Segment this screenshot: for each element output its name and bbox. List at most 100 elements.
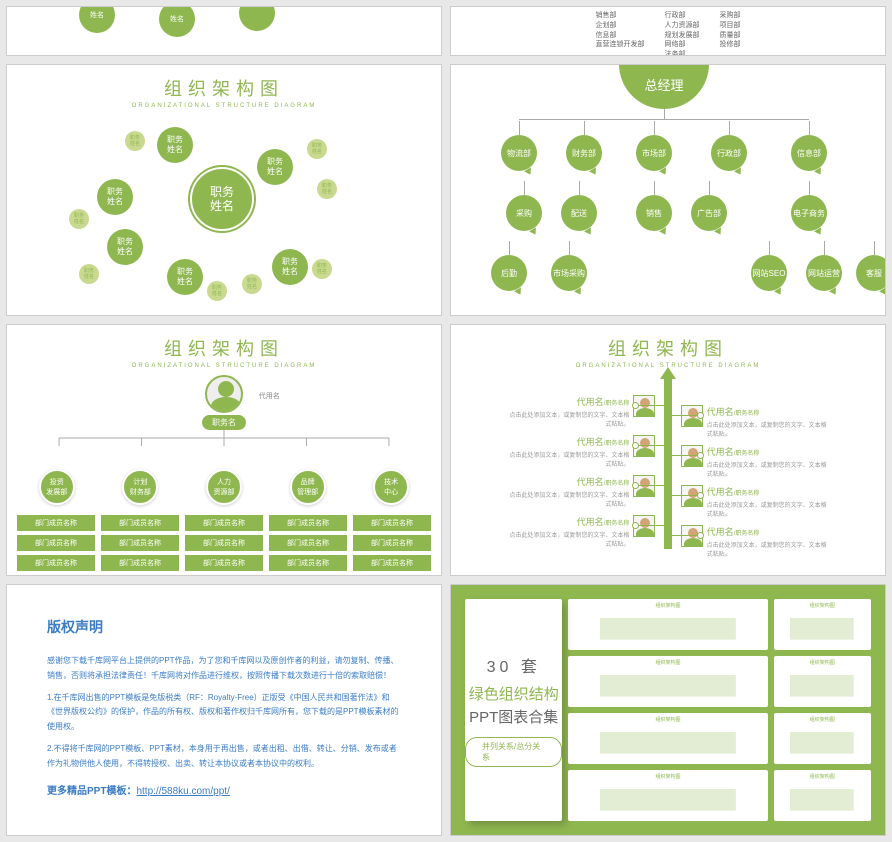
bubble-med: 职务姓名: [107, 229, 143, 265]
member-cell: 部门成员名称: [269, 515, 347, 531]
leaf-node: 客服: [856, 255, 886, 291]
cover-pill: 并列关系/总分关系: [465, 737, 562, 767]
dept-circle: 计划财务部: [122, 469, 158, 505]
thumb: 组织架构图: [774, 713, 871, 764]
leaf-node: 行政部: [711, 135, 747, 171]
timeline-entry: 代用名/职务名称点击此处添加文本，或复制您的文字、文本格式粘贴。: [499, 435, 659, 468]
bubble-sm: 职务姓名: [317, 179, 337, 199]
timeline-entry: 代用名/职务名称点击此处添加文本，或复制您的文字、文本格式粘贴。: [499, 475, 659, 508]
timeline-entry: 代用名/职务名称点击此处添加文本，或复制您的文字、文本格式粘贴。: [499, 515, 659, 548]
thumb: 组织架构图: [774, 599, 871, 650]
leaf-tree-canvas: 总经理 物流部财务部市场部行政部信息部采购配送销售广告部电子商务后勤市场采购网站…: [451, 65, 885, 315]
member-cell: 部门成员名称: [17, 535, 95, 551]
more-label: 更多精品PPT模板：: [47, 786, 136, 797]
bubble-med: 职务姓名: [97, 179, 133, 215]
leaf-node: 信息部: [791, 135, 827, 171]
dept-circle: 投资发展部: [39, 469, 75, 505]
bubble-sm: 职务姓名: [69, 209, 89, 229]
chart-title: 组织架构图: [7, 75, 441, 101]
member-cell: 部门成员名称: [101, 515, 179, 531]
leaf-node: 网站运营: [806, 255, 842, 291]
bubble-sm: 职务姓名: [79, 264, 99, 284]
leaf-node: 采购: [506, 195, 542, 231]
bubble-sm: 职务姓名: [242, 274, 262, 294]
micro-col-2: 行政部人力资源部规划发展部网络部法务部: [665, 11, 700, 56]
slide-pencil-timeline: 组织架构图 ORGANIZATIONAL STRUCTURE DIAGRAM 代…: [450, 324, 886, 576]
bubble-sm: 职务姓名: [312, 259, 332, 279]
dept-row: 投资发展部计划财务部人力资源部品牌管理部技术中心: [7, 469, 441, 505]
timeline-entry: 代用名/职务名称点击此处添加文本，或复制您的文字、文本格式粘贴。: [499, 395, 659, 428]
leaf-node: 广告部: [691, 195, 727, 231]
leaf-top: 总经理: [619, 64, 709, 109]
slide-copyright: 版权声明 感谢您下载千库网平台上提供的PPT作品，为了您和千库网以及原创作者的利…: [6, 584, 442, 836]
thumb: 组织架构图: [568, 713, 767, 764]
leaf-node: 销售: [636, 195, 672, 231]
thumb: 组织架构图: [774, 770, 871, 821]
thumb: 组织架构图: [774, 656, 871, 707]
copyright-p3: 2.不得将千库网的PPT模板、PPT素材，本身用于再出售，或者出租、出借、转让、…: [47, 742, 401, 771]
dept-circle: 技术中心: [373, 469, 409, 505]
chart-title: 组织架构图: [451, 335, 885, 361]
leaf-node: 配送: [561, 195, 597, 231]
slide-top-right: 销售部企划部信息部直营连锁开发部 行政部人力资源部规划发展部网络部法务部 采购部…: [450, 6, 886, 56]
cover-title-2: PPT图表合集: [469, 706, 558, 727]
chart-subtitle: ORGANIZATIONAL STRUCTURE DIAGRAM: [7, 363, 441, 369]
timeline-entry: 代用名/职务名称点击此处添加文本，或复制您的文字、文本格式粘贴。: [677, 445, 837, 478]
cover-num: 30 套: [487, 653, 541, 677]
leaf-node: 网站SEO: [751, 255, 787, 291]
leaf-node: 物流部: [501, 135, 537, 171]
cover-grid: 组织架构图 30 套 绿色组织结构 PPT图表合集 并列关系/总分关系 组织架构…: [451, 585, 885, 835]
more-link[interactable]: http://588ku.com/ppt/: [136, 786, 229, 797]
member-cell: 部门成员名称: [269, 555, 347, 571]
cover-title-1: 绿色组织结构: [469, 683, 559, 704]
bubble-sm: 职务姓名: [207, 281, 227, 301]
svg-text:姓名: 姓名: [170, 14, 184, 23]
member-cell: 部门成员名称: [353, 555, 431, 571]
member-cell: 部门成员名称: [185, 555, 263, 571]
member-cell: 部门成员名称: [17, 555, 95, 571]
micro-col-1: 销售部企划部信息部直营连锁开发部: [596, 11, 645, 56]
svg-text:姓名: 姓名: [90, 10, 104, 19]
timeline-entry: 代用名/职务名称点击此处添加文本，或复制您的文字、文本格式粘贴。: [677, 405, 837, 438]
leaf-node: 后勤: [491, 255, 527, 291]
member-cell: 部门成员名称: [353, 535, 431, 551]
thumb: 组织架构图: [568, 656, 767, 707]
thumb: 组织架构图: [568, 599, 767, 650]
bubble-med: 职务姓名: [257, 149, 293, 185]
copyright-p1: 感谢您下载千库网平台上提供的PPT作品，为了您和千库网以及原创作者的利益，请勿复…: [47, 654, 401, 683]
copyright-p2: 1.在千库网出售的PPT模板是免版税类（RF：Royalty-Free）正版受《…: [47, 691, 401, 734]
slide-cover: 组织架构图 30 套 绿色组织结构 PPT图表合集 并列关系/总分关系 组织架构…: [450, 584, 886, 836]
member-cell: 部门成员名称: [185, 535, 263, 551]
member-cell: 部门成员名称: [185, 515, 263, 531]
member-cell: 部门成员名称: [269, 535, 347, 551]
top-role-label: 职务名: [202, 415, 246, 430]
member-cell: 部门成员名称: [353, 515, 431, 531]
avatar-icon: [205, 375, 243, 413]
aside-label: 代用名: [259, 391, 280, 401]
micro-dept-list: 销售部企划部信息部直营连锁开发部 行政部人力资源部规划发展部网络部法务部 采购部…: [451, 7, 885, 56]
timeline-entry: 代用名/职务名称点击此处添加文本，或复制您的文字、文本格式粘贴。: [677, 525, 837, 558]
slide-dept-members: 组织架构图 ORGANIZATIONAL STRUCTURE DIAGRAM 代…: [6, 324, 442, 576]
chart-title: 组织架构图: [7, 335, 441, 361]
slide-leaf-tree: 总经理 物流部财务部市场部行政部信息部采购配送销售广告部电子商务后勤市场采购网站…: [450, 64, 886, 316]
member-cell: 部门成员名称: [101, 555, 179, 571]
leaf-node: 电子商务: [791, 195, 827, 231]
dept-circle: 人力资源部: [206, 469, 242, 505]
timeline-entry: 代用名/职务名称点击此处添加文本，或复制您的文字、文本格式粘贴。: [677, 485, 837, 518]
leaf-node: 市场采购: [551, 255, 587, 291]
slide-top-left: 姓名 姓名: [6, 6, 442, 56]
center-bubble: 职务姓名: [192, 169, 252, 229]
micro-col-3: 采购部项目部质量部投修部: [720, 11, 741, 56]
leaf-node: 财务部: [566, 135, 602, 171]
bubble-sm: 职务姓名: [125, 131, 145, 151]
bubble-sm: 职务姓名: [307, 139, 327, 159]
connector-lines: [7, 430, 441, 446]
member-cell: 部门成员名称: [101, 535, 179, 551]
bubble-med: 职务姓名: [157, 127, 193, 163]
thumb: 组织架构图: [568, 770, 767, 821]
cover-center-card: 30 套 绿色组织结构 PPT图表合集 并列关系/总分关系: [465, 599, 562, 821]
copyright-heading: 版权声明: [47, 615, 401, 640]
slide-network: 组织架构图 ORGANIZATIONAL STRUCTURE DIAGRAM 职…: [6, 64, 442, 316]
bubble-med: 职务姓名: [272, 249, 308, 285]
member-cell: 部门成员名称: [17, 515, 95, 531]
